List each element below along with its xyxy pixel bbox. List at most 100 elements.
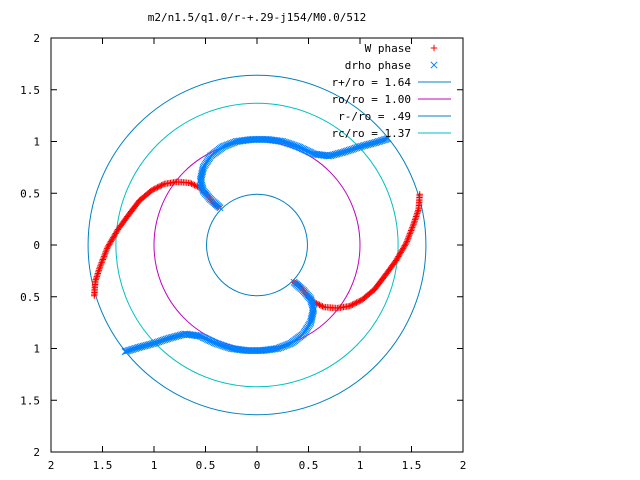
data-point	[192, 182, 200, 190]
data-point	[121, 348, 129, 356]
x-tick-label: 0.5	[196, 459, 216, 472]
data-point	[188, 180, 195, 187]
data-point	[316, 301, 323, 309]
data-point	[400, 243, 408, 251]
data-point	[189, 181, 197, 188]
data-point	[397, 249, 405, 256]
data-point	[94, 270, 102, 277]
data-point	[159, 181, 167, 188]
data-point	[155, 183, 163, 190]
data-point	[414, 207, 422, 214]
x-tick-label: 1.5	[402, 459, 422, 472]
data-point	[108, 237, 115, 244]
data-point	[404, 235, 412, 242]
data-point	[357, 297, 364, 304]
data-point	[413, 211, 420, 219]
data-point	[95, 268, 102, 276]
data-point	[99, 257, 106, 265]
data-point	[399, 245, 407, 252]
data-point	[105, 242, 112, 249]
legend-label-r-plus: r+/ro = 1.64	[332, 76, 412, 89]
y-tick-label: 0.5	[20, 291, 40, 304]
data-point	[410, 219, 418, 226]
data-point	[156, 182, 164, 190]
circle-ring	[153, 141, 361, 349]
data-point	[109, 235, 116, 243]
x-tick-label: 0.5	[299, 459, 319, 472]
data-point	[415, 205, 422, 212]
data-point	[191, 181, 198, 189]
legend-label-w-phase: W phase	[365, 42, 411, 55]
data-point	[313, 300, 320, 307]
data-point	[107, 238, 115, 245]
data-point	[97, 260, 105, 268]
y-tick-label: 1	[33, 136, 40, 149]
data-point	[399, 246, 406, 253]
data-point	[109, 234, 117, 241]
data-point	[395, 253, 402, 260]
data-point	[111, 231, 118, 239]
data-point	[98, 259, 105, 266]
y-tick-label: 1.5	[20, 84, 40, 97]
data-point	[93, 274, 100, 282]
x-tick-label: 2	[460, 459, 467, 472]
legend-label-r-c: rc/ro = 1.37	[332, 127, 411, 140]
data-point	[406, 231, 413, 239]
series-drho-phase	[121, 135, 391, 356]
data-point	[106, 239, 114, 247]
data-point	[351, 300, 359, 307]
data-point	[123, 347, 131, 355]
data-point	[407, 228, 414, 236]
data-point	[413, 210, 421, 217]
circle-ring	[87, 74, 427, 416]
legend-marker-w-phase	[430, 44, 438, 52]
data-point	[382, 135, 390, 143]
data-point	[411, 217, 418, 225]
data-point	[353, 299, 360, 306]
data-point	[401, 242, 408, 249]
data-point	[103, 245, 111, 252]
data-point	[100, 253, 108, 260]
data-point	[94, 271, 101, 279]
data-point	[407, 227, 415, 234]
chart-title: m2/n1.5/q1.0/r-+.29-j154/M0.0/512	[148, 11, 367, 24]
data-point	[320, 303, 328, 311]
x-tick-label: 1	[357, 459, 364, 472]
legend-marker-drho-phase	[430, 61, 438, 69]
data-point	[151, 185, 158, 192]
data-point	[356, 298, 363, 305]
data-point	[103, 246, 110, 254]
data-point	[96, 265, 103, 273]
data-point	[95, 267, 103, 274]
y-tick-label: 0.5	[20, 187, 40, 200]
data-point	[394, 254, 401, 262]
axis-ticks: 2 1.5 1 0.5 0 0.5 1 1.5 221.510.500.511.52	[20, 32, 466, 472]
legend: W phase drho phase r+/ro = 1.64 ro/ro = 1.0…	[332, 42, 451, 140]
data-point	[358, 296, 366, 304]
data-point	[409, 224, 416, 231]
data-point	[104, 243, 111, 251]
data-point	[354, 298, 362, 306]
x-tick-label: 1	[151, 459, 158, 472]
data-point	[398, 247, 405, 255]
data-point	[404, 236, 411, 244]
data-point	[406, 230, 414, 237]
legend-label-r-o: ro/ro = 1.00	[332, 93, 411, 106]
data-point	[396, 251, 403, 259]
y-tick-label: 2	[33, 446, 40, 459]
data-point	[96, 264, 104, 271]
data-point	[349, 301, 356, 308]
data-point	[158, 182, 165, 189]
data-point	[383, 135, 391, 143]
data-point	[319, 303, 326, 310]
data-point	[99, 256, 107, 263]
data-point	[150, 186, 157, 193]
data-points	[91, 135, 423, 356]
data-point	[112, 230, 119, 237]
data-point	[100, 254, 107, 262]
data-point	[186, 179, 194, 187]
data-point	[409, 222, 417, 230]
data-point	[414, 208, 421, 216]
data-point	[403, 238, 411, 245]
